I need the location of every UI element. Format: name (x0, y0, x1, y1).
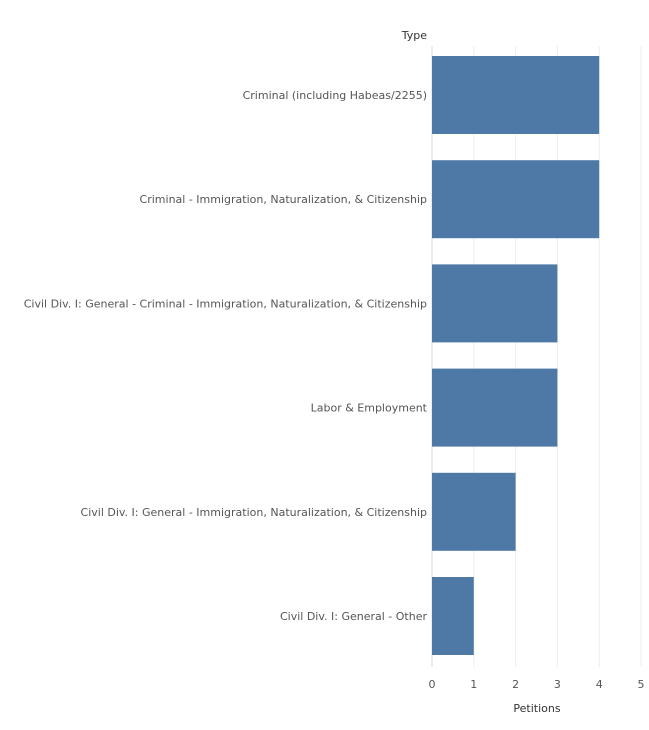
category-label-2: Civil Div. I: General - Criminal - Immig… (24, 297, 427, 310)
category-labels: Criminal (including Habeas/2255) Criminal… (24, 89, 428, 623)
category-label-1: Criminal - Immigration, Naturalization, … (140, 193, 427, 206)
bar-5[interactable] (432, 577, 474, 655)
category-label-0: Criminal (including Habeas/2255) (243, 89, 427, 102)
bar-1[interactable] (432, 160, 600, 239)
bar-2[interactable] (432, 264, 558, 343)
x-tick-label-4: 4 (596, 678, 603, 691)
bars (432, 56, 600, 655)
bar-3[interactable] (432, 368, 558, 447)
gridlines (431, 46, 642, 667)
x-axis-ticks: 0 1 2 3 4 5 (429, 678, 645, 691)
x-tick-label-1: 1 (470, 678, 477, 691)
x-tick-label-2: 2 (512, 678, 519, 691)
category-label-3: Labor & Employment (311, 402, 428, 415)
category-header: Type (401, 29, 427, 42)
category-label-5: Civil Div. I: General - Other (280, 610, 428, 623)
x-tick-label-0: 0 (429, 678, 436, 691)
bar-0[interactable] (432, 56, 600, 134)
x-tick-label-5: 5 (638, 678, 645, 691)
x-axis-title: Petitions (513, 702, 560, 715)
category-label-4: Civil Div. I: General - Immigration, Nat… (81, 506, 427, 519)
x-tick-label-3: 3 (554, 678, 561, 691)
bar-4[interactable] (432, 472, 516, 551)
